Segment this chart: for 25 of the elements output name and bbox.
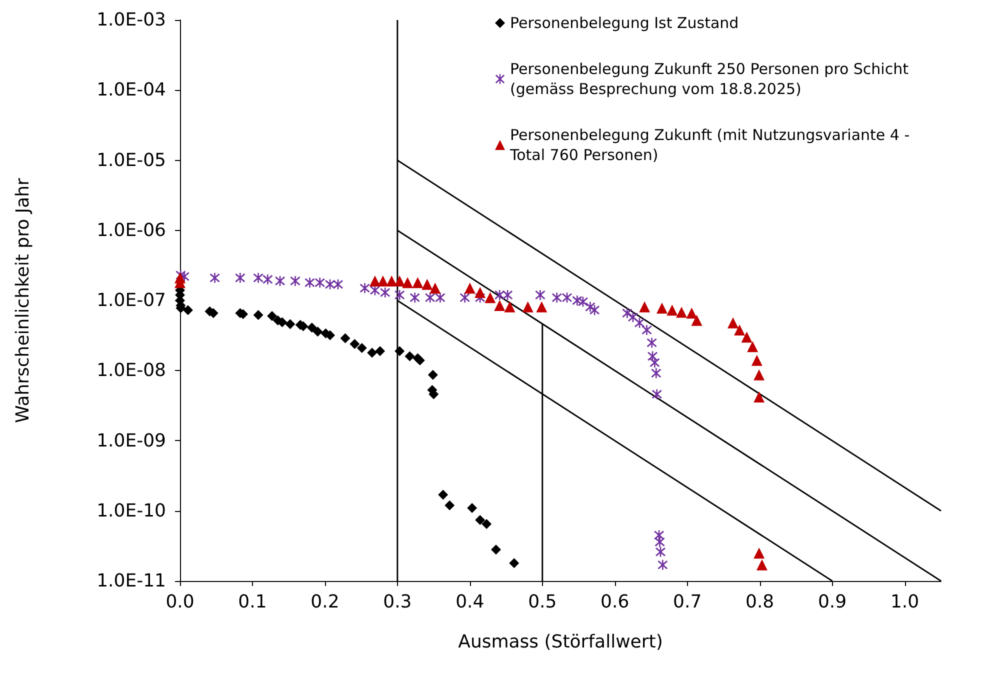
x-axis-title: Ausmass (Störfallwert) [458, 632, 663, 652]
x-tick-label: 0.3 [383, 592, 412, 612]
x-tick-label: 0.8 [745, 592, 774, 612]
legend-label: Personenbelegung Ist Zustand [510, 14, 739, 32]
y-tick-label: 1.0E-04 [96, 80, 166, 101]
x-tick-label: 1.0 [890, 592, 920, 612]
legend-label: Personenbelegung Zukunft 250 Personen pro Schicht (gemäss Besprechung vom 18.8.2025) [510, 60, 909, 98]
x-tick-label: 0.0 [166, 592, 194, 612]
y-tick-label: 1.0E-08 [96, 360, 166, 382]
y-tick-label: 1.0E-10 [96, 500, 166, 522]
x-tick-label: 0.7 [673, 592, 702, 612]
x-tick-label: 0.9 [818, 592, 847, 612]
x-tick-label: 0.4 [456, 592, 484, 612]
y-tick-label: 1.0E-11 [96, 570, 166, 592]
y-axis-title: Wahrscheinlichkeit pro Jahr [12, 177, 34, 423]
x-tick-label: 0.1 [238, 592, 267, 612]
legend-label: Personenbelegung Zukunft (mit Nutzungsvariante 4 - Total 760 Personen) [509, 126, 910, 164]
x-tick-label: 0.5 [528, 592, 557, 612]
y-tick-label: 1.0E-05 [96, 150, 166, 171]
y-tick-label: 1.0E-09 [96, 430, 166, 452]
y-tick-label: 1.0E-03 [96, 10, 166, 30]
y-tick-label: 1.0E-06 [96, 220, 166, 241]
x-tick-label: 0.6 [600, 592, 630, 612]
y-tick-label: 1.0E-07 [96, 290, 166, 311]
x-tick-label: 0.2 [310, 592, 340, 612]
